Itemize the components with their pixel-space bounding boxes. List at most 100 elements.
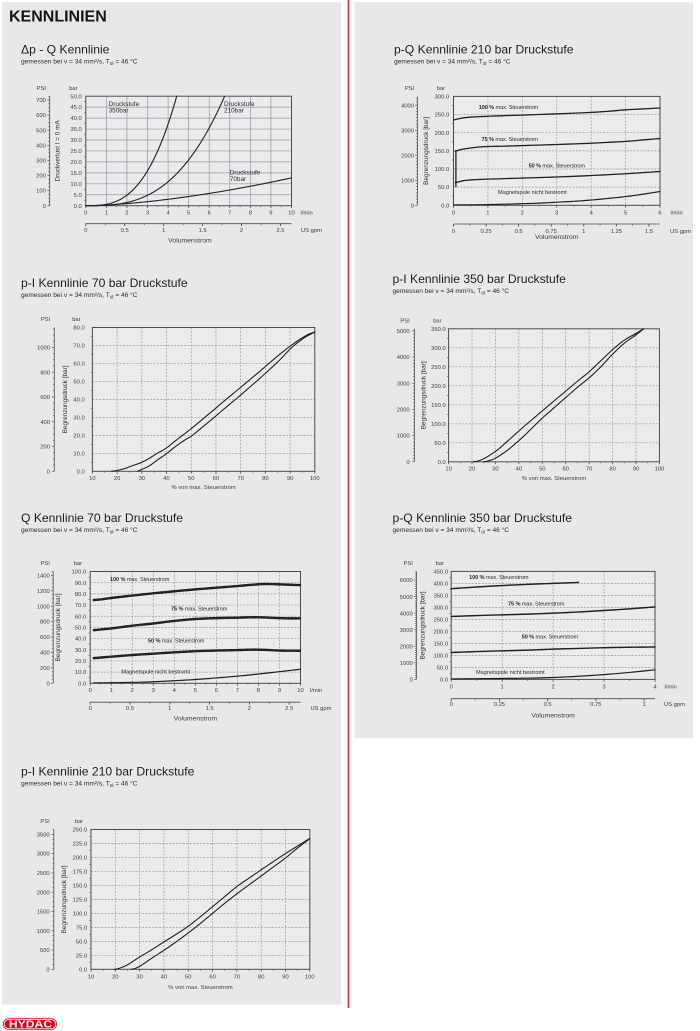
svg-text:100 % max. Steuerstrom: 100 % max. Steuerstrom: [469, 575, 529, 581]
svg-text:10.0: 10.0: [73, 451, 84, 457]
svg-text:4000: 4000: [397, 355, 410, 361]
svg-text:0.25: 0.25: [494, 702, 505, 708]
svg-text:bar: bar: [74, 561, 82, 567]
svg-text:bar: bar: [69, 86, 77, 92]
svg-text:8: 8: [257, 688, 260, 694]
svg-text:100: 100: [36, 189, 46, 195]
svg-text:% von max. Steuerstrom: % von max. Steuerstrom: [168, 985, 233, 991]
svg-text:20: 20: [112, 974, 118, 980]
svg-text:l/min: l/min: [301, 211, 313, 217]
svg-text:Begrenzungsdruck [bar]: Begrenzungsdruck [bar]: [61, 865, 68, 933]
svg-text:Begrenzungsdruck [bar]: Begrenzungsdruck [bar]: [421, 361, 428, 429]
svg-text:8: 8: [249, 211, 252, 217]
svg-text:2: 2: [521, 210, 524, 216]
svg-text:600: 600: [40, 635, 50, 641]
svg-text:40: 40: [163, 476, 169, 482]
svg-text:5000: 5000: [400, 595, 413, 601]
svg-text:50.0: 50.0: [438, 185, 449, 191]
svg-text:3000: 3000: [397, 381, 410, 387]
svg-text:100.0: 100.0: [435, 167, 450, 173]
svg-text:9: 9: [269, 211, 272, 217]
svg-text:80.0: 80.0: [75, 592, 86, 598]
svg-text:3000: 3000: [400, 628, 413, 634]
svg-text:Volumenstrom: Volumenstrom: [174, 716, 218, 723]
svg-text:1000: 1000: [397, 434, 410, 440]
svg-text:75 % max. Steuerstrom: 75 % max. Steuerstrom: [171, 607, 228, 613]
svg-text:400.0: 400.0: [434, 582, 449, 588]
svg-text:1000: 1000: [37, 604, 50, 610]
svg-text:50.0: 50.0: [437, 666, 448, 672]
svg-text:% von max. Steuerstrom: % von max. Steuerstrom: [171, 485, 236, 491]
svg-text:50.0: 50.0: [75, 626, 86, 632]
svg-text:3000: 3000: [401, 128, 414, 134]
svg-text:150.0: 150.0: [435, 149, 450, 155]
svg-text:5: 5: [624, 210, 627, 216]
svg-text:Volumenstrom: Volumenstrom: [535, 234, 579, 241]
svg-text:7: 7: [236, 688, 239, 694]
svg-text:40.0: 40.0: [75, 637, 86, 643]
svg-text:10.0: 10.0: [75, 670, 86, 676]
svg-text:1: 1: [486, 210, 489, 216]
svg-text:5: 5: [187, 211, 190, 217]
svg-text:4: 4: [173, 688, 177, 694]
svg-text:Q Kennlinie 70 bar Druckstufe: Q Kennlinie 70 bar Druckstufe: [21, 511, 183, 525]
svg-text:0.0: 0.0: [78, 681, 86, 687]
svg-text:350bar: 350bar: [109, 108, 130, 115]
svg-text:70: 70: [586, 467, 592, 473]
svg-text:PSI: PSI: [41, 317, 51, 323]
svg-text:20: 20: [114, 476, 120, 482]
svg-text:70bar: 70bar: [230, 176, 247, 183]
svg-text:1: 1: [168, 706, 171, 712]
svg-text:600: 600: [36, 113, 46, 119]
svg-text:1000: 1000: [37, 346, 50, 352]
svg-text:100 % max. Steuerstrom: 100 % max. Steuerstrom: [110, 577, 170, 583]
svg-text:0: 0: [47, 469, 50, 475]
svg-text:75.0: 75.0: [76, 926, 87, 932]
svg-text:2000: 2000: [397, 408, 410, 414]
svg-text:KENNLINIEN: KENNLINIEN: [9, 9, 107, 26]
svg-text:bar: bar: [437, 86, 445, 92]
svg-text:200: 200: [40, 445, 50, 451]
svg-text:90: 90: [633, 467, 639, 473]
svg-text:400: 400: [40, 651, 50, 657]
svg-text:4: 4: [590, 210, 594, 216]
svg-text:450.0: 450.0: [434, 570, 449, 576]
svg-text:Volumenstrom: Volumenstrom: [531, 712, 575, 719]
svg-text:PSI: PSI: [400, 319, 410, 325]
svg-text:0.5: 0.5: [126, 706, 134, 712]
svg-text:0: 0: [409, 678, 412, 684]
svg-text:70: 70: [234, 974, 240, 980]
svg-text:125.0: 125.0: [73, 898, 88, 904]
svg-text:4000: 4000: [400, 611, 413, 617]
svg-text:6: 6: [658, 210, 661, 216]
svg-text:1.25: 1.25: [611, 229, 622, 235]
svg-text:70: 70: [237, 476, 243, 482]
svg-text:20: 20: [469, 467, 475, 473]
svg-text:250.0: 250.0: [73, 828, 88, 834]
svg-text:0.75: 0.75: [546, 229, 557, 235]
svg-text:0: 0: [406, 460, 409, 466]
svg-text:30.0: 30.0: [70, 138, 81, 144]
svg-text:0: 0: [452, 210, 455, 216]
svg-text:7: 7: [228, 211, 231, 217]
svg-text:3: 3: [146, 211, 149, 217]
svg-text:210bar: 210bar: [224, 108, 245, 115]
svg-text:10: 10: [297, 688, 303, 694]
svg-text:400: 400: [40, 420, 50, 426]
svg-text:6000: 6000: [400, 578, 413, 584]
svg-text:10.0: 10.0: [70, 182, 81, 188]
svg-text:500: 500: [36, 128, 46, 134]
svg-text:60.0: 60.0: [75, 614, 86, 620]
svg-text:50.0: 50.0: [73, 380, 84, 386]
svg-text:l/min: l/min: [310, 688, 322, 694]
svg-text:30: 30: [492, 467, 498, 473]
svg-text:Magnetspule nicht bestromt: Magnetspule nicht bestromt: [498, 190, 567, 196]
svg-text:HYDAC: HYDAC: [9, 1020, 52, 1031]
svg-text:% von max. Steuerstrom: % von max. Steuerstrom: [522, 476, 587, 482]
svg-text:70.0: 70.0: [75, 603, 86, 609]
svg-text:1000: 1000: [400, 661, 413, 667]
svg-text:p-I Kennlinie 350 bar Druckstu: p-I Kennlinie 350 bar Druckstufe: [393, 272, 567, 286]
svg-text:80: 80: [262, 476, 268, 482]
svg-text:0: 0: [450, 685, 453, 691]
svg-text:35.0: 35.0: [70, 127, 81, 133]
